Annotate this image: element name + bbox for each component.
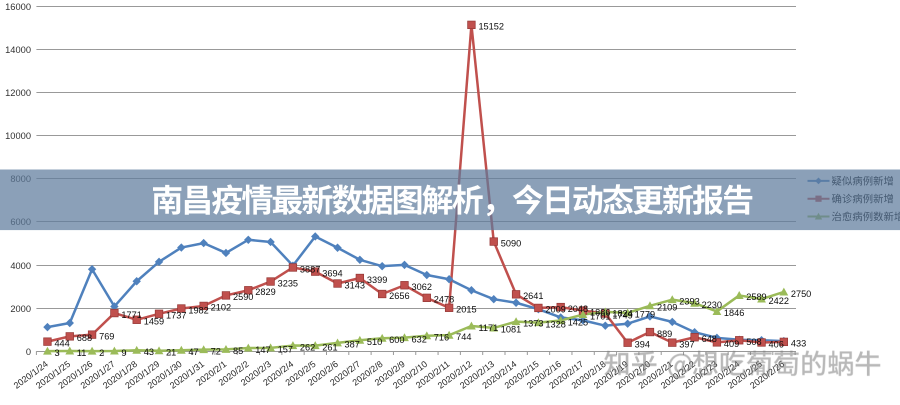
svg-text:3887: 3887 <box>300 264 320 274</box>
svg-text:1171: 1171 <box>478 323 498 333</box>
svg-text:2393: 2393 <box>679 296 699 306</box>
svg-text:2590: 2590 <box>233 292 253 302</box>
svg-text:2102: 2102 <box>211 303 231 313</box>
svg-text:444: 444 <box>54 338 69 348</box>
svg-text:11: 11 <box>77 348 87 358</box>
svg-text:12000: 12000 <box>5 88 31 98</box>
svg-text:16000: 16000 <box>5 2 31 12</box>
svg-text:1982: 1982 <box>188 305 208 315</box>
svg-text:2422: 2422 <box>769 296 789 306</box>
svg-text:1425: 1425 <box>568 317 588 327</box>
svg-text:632: 632 <box>411 334 426 344</box>
svg-text:43: 43 <box>144 347 154 357</box>
svg-text:1886: 1886 <box>590 307 610 317</box>
svg-text:3143: 3143 <box>345 280 365 290</box>
svg-text:5090: 5090 <box>501 238 521 248</box>
svg-text:3062: 3062 <box>411 282 431 292</box>
svg-text:648: 648 <box>702 334 717 344</box>
svg-text:0: 0 <box>26 347 31 357</box>
svg-text:744: 744 <box>456 332 471 342</box>
svg-text:1824: 1824 <box>612 309 632 319</box>
svg-text:1779: 1779 <box>635 310 655 320</box>
svg-text:3: 3 <box>54 348 59 358</box>
svg-text:600: 600 <box>389 335 404 345</box>
svg-text:261: 261 <box>322 342 337 352</box>
svg-text:14000: 14000 <box>5 45 31 55</box>
svg-text:1737: 1737 <box>166 311 186 321</box>
svg-text:433: 433 <box>791 339 806 349</box>
svg-text:2048: 2048 <box>568 304 588 314</box>
svg-text:1081: 1081 <box>501 325 521 335</box>
svg-text:2009: 2009 <box>545 305 565 315</box>
svg-text:2750: 2750 <box>791 289 811 299</box>
svg-text:409: 409 <box>724 339 739 349</box>
svg-text:889: 889 <box>657 329 672 339</box>
svg-text:1749: 1749 <box>612 310 632 320</box>
svg-text:1373: 1373 <box>523 318 543 328</box>
svg-text:508: 508 <box>746 337 761 347</box>
svg-text:3694: 3694 <box>322 268 342 278</box>
svg-text:2478: 2478 <box>434 295 454 305</box>
svg-text:406: 406 <box>769 339 784 349</box>
svg-text:15152: 15152 <box>478 22 504 32</box>
svg-text:21: 21 <box>166 348 176 358</box>
svg-text:510: 510 <box>367 337 382 347</box>
svg-text:2230: 2230 <box>702 300 722 310</box>
svg-text:394: 394 <box>635 340 650 350</box>
svg-text:2656: 2656 <box>389 291 409 301</box>
svg-text:262: 262 <box>300 342 315 352</box>
svg-text:1701: 1701 <box>590 311 610 321</box>
svg-text:1771: 1771 <box>121 310 141 320</box>
svg-text:769: 769 <box>99 331 114 341</box>
svg-text:1328: 1328 <box>545 319 565 329</box>
svg-text:85: 85 <box>233 346 243 356</box>
svg-text:3235: 3235 <box>278 278 298 288</box>
svg-text:2015: 2015 <box>456 305 476 315</box>
svg-text:1846: 1846 <box>724 308 744 318</box>
svg-text:716: 716 <box>434 333 449 343</box>
svg-text:397: 397 <box>679 339 694 349</box>
svg-text:3399: 3399 <box>367 275 387 285</box>
svg-text:2641: 2641 <box>523 291 543 301</box>
svg-text:2: 2 <box>99 348 104 358</box>
svg-text:2589: 2589 <box>746 292 766 302</box>
svg-text:387: 387 <box>345 340 360 350</box>
svg-text:2829: 2829 <box>255 287 275 297</box>
svg-text:157: 157 <box>278 345 293 355</box>
svg-text:688: 688 <box>77 333 92 343</box>
svg-text:2000: 2000 <box>10 304 31 314</box>
svg-text:4000: 4000 <box>10 261 31 271</box>
svg-text:10000: 10000 <box>5 131 31 141</box>
svg-text:147: 147 <box>255 345 270 355</box>
svg-text:9: 9 <box>121 348 126 358</box>
svg-text:72: 72 <box>211 346 221 356</box>
svg-text:1459: 1459 <box>144 317 164 327</box>
svg-text:47: 47 <box>188 347 198 357</box>
svg-text:2109: 2109 <box>657 303 677 313</box>
